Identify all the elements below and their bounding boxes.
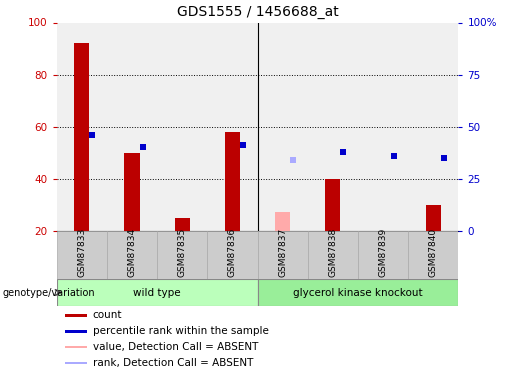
Bar: [157, 231, 207, 279]
Text: genotype/variation: genotype/variation: [3, 288, 95, 297]
Bar: [408, 231, 458, 279]
Bar: [225, 132, 240, 231]
Title: GDS1555 / 1456688_at: GDS1555 / 1456688_at: [177, 5, 338, 19]
Text: rank, Detection Call = ABSENT: rank, Detection Call = ABSENT: [93, 358, 253, 368]
Bar: [107, 231, 157, 279]
Text: GSM87838: GSM87838: [329, 228, 337, 277]
Text: count: count: [93, 310, 122, 321]
Text: percentile rank within the sample: percentile rank within the sample: [93, 326, 269, 336]
Bar: [57, 231, 107, 279]
Bar: [325, 178, 340, 231]
Bar: [65, 346, 87, 348]
Bar: [258, 231, 307, 279]
Bar: [125, 153, 140, 231]
Text: GSM87837: GSM87837: [278, 228, 287, 277]
Bar: [57, 279, 258, 306]
Text: GSM87833: GSM87833: [77, 228, 86, 277]
Text: GSM87834: GSM87834: [128, 228, 136, 277]
Text: GSM87840: GSM87840: [429, 228, 438, 277]
Bar: [74, 44, 89, 231]
Text: GSM87836: GSM87836: [228, 228, 237, 277]
Bar: [65, 362, 87, 364]
Bar: [275, 212, 290, 231]
Bar: [258, 279, 458, 306]
Bar: [175, 217, 190, 231]
Bar: [65, 314, 87, 316]
Bar: [207, 231, 258, 279]
Text: value, Detection Call = ABSENT: value, Detection Call = ABSENT: [93, 342, 258, 352]
Text: wild type: wild type: [133, 288, 181, 297]
Bar: [426, 205, 441, 231]
Bar: [65, 330, 87, 333]
Bar: [308, 231, 358, 279]
Bar: [358, 231, 408, 279]
Text: GSM87839: GSM87839: [379, 228, 387, 277]
Text: GSM87835: GSM87835: [178, 228, 186, 277]
Text: glycerol kinase knockout: glycerol kinase knockout: [293, 288, 423, 297]
